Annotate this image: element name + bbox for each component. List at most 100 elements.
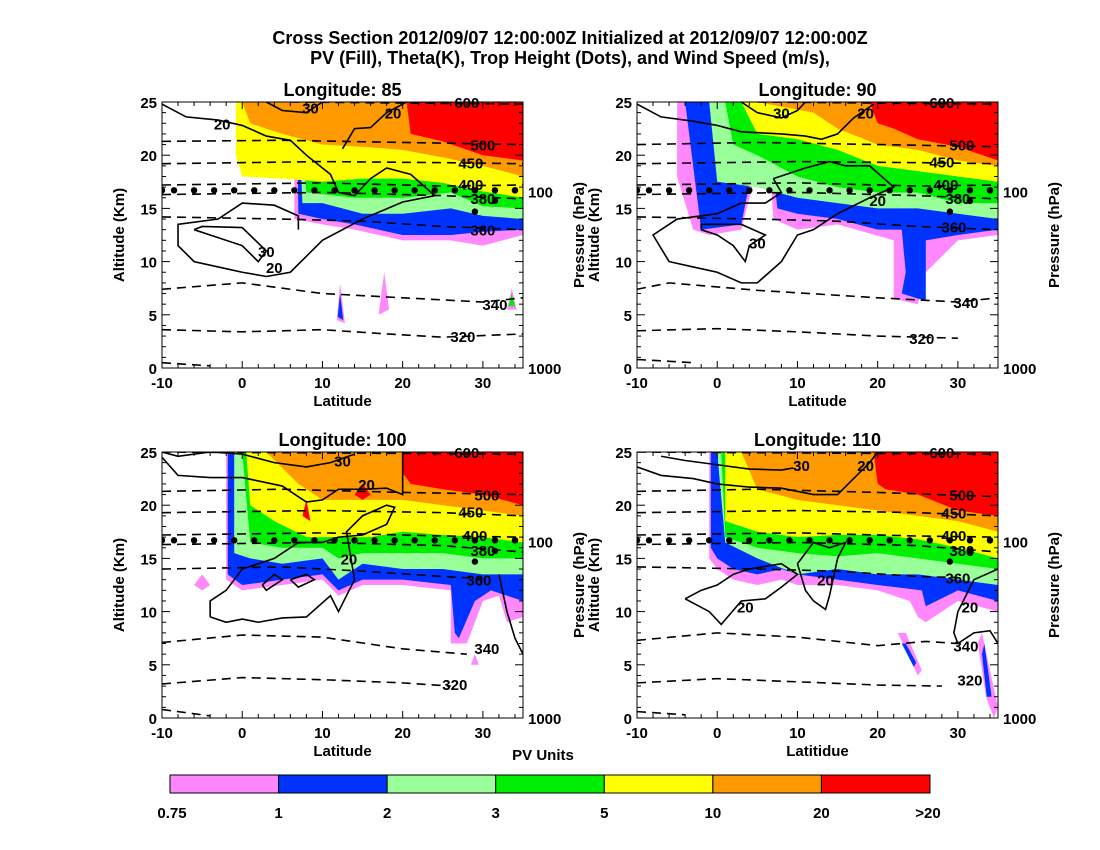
tropopause-dot [826,537,833,544]
tropopause-dot [826,187,833,194]
tropopause-dot [766,537,773,544]
theta-label: 320 [442,677,467,694]
x-axis-label: Latitude [788,393,846,410]
tropopause-dot [637,187,641,194]
pv-fill-20 [302,499,311,522]
tropopause-dot [411,537,418,544]
x-tick-label: 20 [394,375,411,392]
theta-label: 380 [949,543,974,560]
tropopause-dot [210,187,218,194]
theta-contour-360 [162,216,523,231]
tropopause-dot [926,537,934,544]
y-tick-label: 10 [140,255,157,272]
y-tick-label: 10 [140,605,157,622]
theta-contour-450 [637,160,998,165]
tropopause-dot [511,187,519,194]
y-tick-label: 20 [140,498,157,515]
theta-contour-340 [162,282,523,303]
tropopause-dot [685,537,693,544]
theta-contour-320 [637,327,958,340]
wind-label: 20 [869,193,886,210]
plot-area [637,452,998,718]
tropopause-dot [231,187,238,194]
tropopause-dot [391,537,398,544]
panel-title: Longitude: 100 [278,430,406,450]
y2-axis-label: Pressure (hPa) [1046,532,1063,638]
tropopause-dot [331,537,338,544]
y-tick-label: 0 [624,711,632,728]
tropopause-dot [645,537,653,544]
y-tick-label: 5 [624,658,632,675]
tropopause-dot [162,187,166,194]
plot-frame [161,101,524,369]
colorbar-label: PV Units [512,747,574,764]
theta-contour-380 [162,541,523,553]
tropopause-dot [491,537,499,544]
x-tick-label: 20 [869,375,886,392]
wind-label: 20 [857,106,874,123]
pv-fill-1 [901,643,917,667]
y-tick-label: 10 [615,605,632,622]
theta-label: 500 [949,488,974,505]
panel-title: Longitude: 90 [759,80,877,100]
x-tick-label: 30 [475,375,492,392]
tropopause-dot [251,187,258,194]
tropopause-dot [746,537,753,544]
tropopause-dot [271,537,278,544]
theta-label: 360 [945,571,970,588]
tropopause-dot [966,197,974,205]
y-tick-label: 5 [149,658,157,675]
y-tick-label: 0 [149,711,157,728]
tropopause-dot [706,187,713,194]
wind-contour-20 [162,103,437,278]
wind-label: 20 [857,458,874,475]
wind-contour-20 [684,562,799,626]
wind-label: 30 [258,244,275,261]
tropopause-dot [966,537,974,544]
theta-label: 500 [949,138,974,155]
tropopause-dot [946,558,954,565]
colorbar-swatch [603,774,714,794]
wind-contour-30 [162,452,355,468]
tropopause-dot [806,187,813,194]
tropopause-dot [726,537,733,544]
tropopause-dot [411,187,418,194]
y-axis-label: Altitude (Km) [586,188,603,282]
tropopause-dot [170,187,178,194]
theta-contour-320 [162,676,451,687]
theta-contour-unlabeled [162,708,211,717]
theta-label: 380 [470,543,495,560]
theta-label: 450 [458,156,483,173]
tropopause-dot [926,187,934,194]
wind-contour-unlabeled [289,573,317,589]
y-tick-label: 15 [140,201,157,218]
theta-label: 360 [466,573,491,590]
tropopause-dot [311,537,318,544]
y-tick-label: 25 [140,445,157,462]
plot-frame [636,451,999,719]
tropopause-dot [906,537,913,544]
pv-fill-3 [508,293,515,307]
theta-contour-400 [637,182,998,187]
wind-label: 20 [358,477,375,494]
theta-contour-unlabeled [637,358,694,364]
tropopause-dot [471,208,479,215]
x-tick-label: 0 [713,725,721,742]
theta-contour-400 [637,532,998,538]
tropopause-dot [491,547,499,555]
tropopause-dot [190,537,198,544]
tropopause-dot [251,537,258,544]
tropopause-dot [906,187,913,194]
colorbar: 0.75 1 2 3 5 10 20 >20 PV Units [157,747,940,822]
tropopause-dot [431,537,438,544]
tropopause-dot [291,187,298,194]
pv-fill-1 [337,293,344,321]
theta-label: 320 [909,331,934,348]
colorbar-tick-label: >20 [915,805,940,822]
y-tick-label: 25 [615,95,632,112]
x-tick-label: 0 [713,375,721,392]
theta-contour-500 [637,488,998,498]
tropopause-dot [846,187,853,194]
y-tick-label: 10 [615,255,632,272]
tropopause-dot [966,187,974,194]
